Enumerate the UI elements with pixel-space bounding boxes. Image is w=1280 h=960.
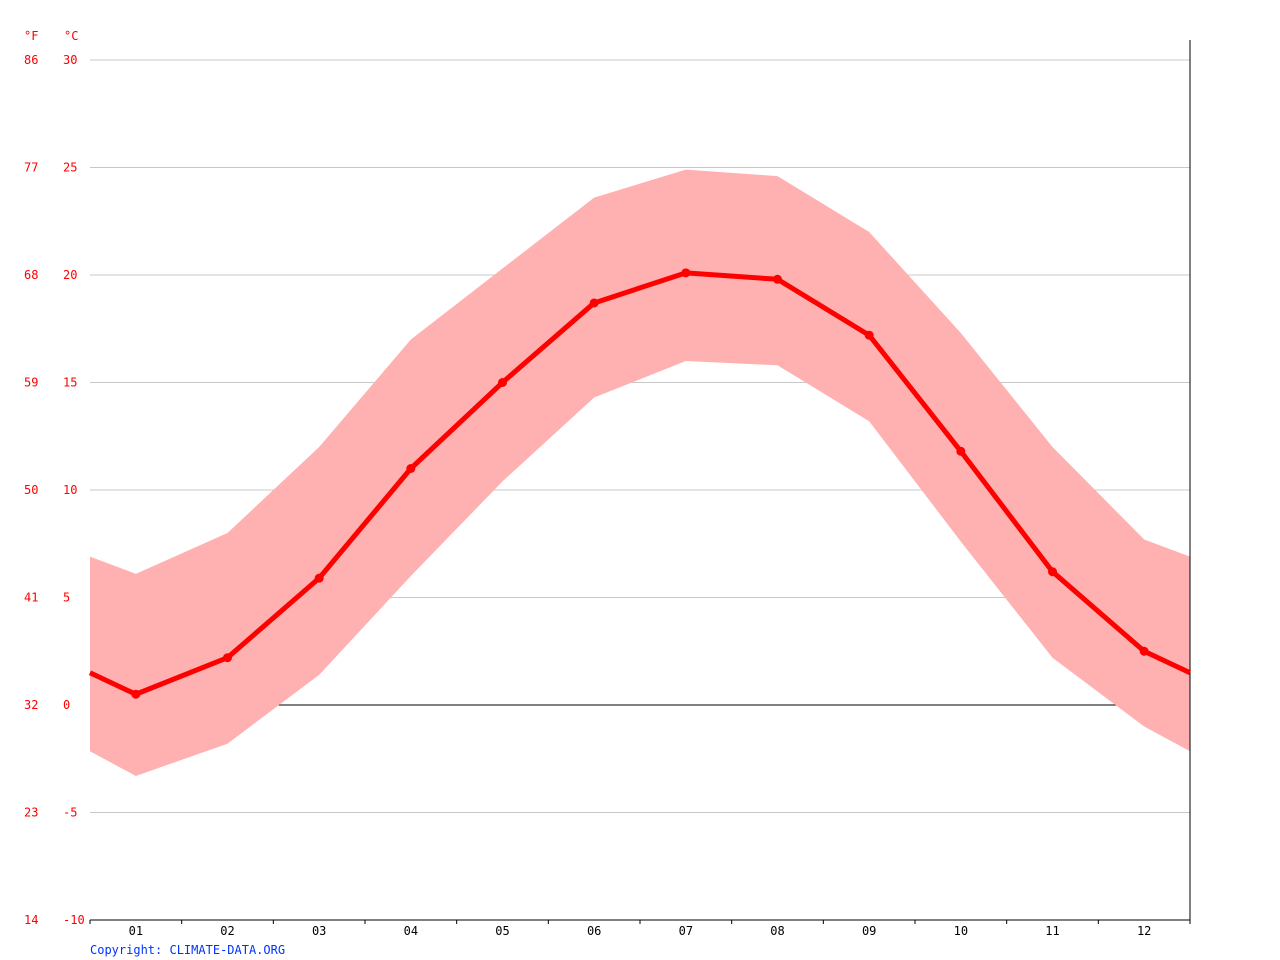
y-tick-celsius: 5: [63, 591, 70, 605]
y-tick-fahrenheit: 86: [24, 53, 38, 67]
avg-point: [223, 653, 232, 663]
y-tick-fahrenheit: 14: [24, 913, 38, 927]
celsius-unit-label: °C: [64, 29, 78, 43]
avg-point: [589, 298, 599, 308]
y-tick-fahrenheit: 59: [24, 376, 38, 390]
y-tick-celsius: 20: [63, 268, 77, 282]
avg-point: [681, 268, 691, 278]
min-max-range-band: [90, 169, 1190, 776]
x-tick-label: 10: [954, 924, 968, 938]
y-tick-fahrenheit: 23: [24, 806, 38, 820]
avg-point: [406, 464, 416, 473]
y-tick-fahrenheit: 32: [24, 698, 38, 712]
copyright-link[interactable]: Copyright: CLIMATE-DATA.ORG: [90, 943, 286, 957]
x-tick-label: 12: [1137, 924, 1151, 938]
fahrenheit-unit-label: °F: [24, 29, 38, 43]
avg-point: [956, 446, 966, 456]
x-tick-label: 11: [1045, 924, 1059, 938]
y-tick-celsius: 10: [63, 483, 77, 497]
x-tick-label: 01: [129, 924, 143, 938]
avg-point: [773, 274, 782, 284]
y-tick-fahrenheit: 77: [24, 161, 38, 175]
x-tick-label: 04: [404, 924, 418, 938]
avg-temperature-line: [88, 270, 1192, 697]
x-tick-label: 02: [220, 924, 234, 938]
x-tick-label: 09: [862, 924, 876, 938]
y-tick-celsius: 0: [63, 698, 70, 712]
y-axis-labels: 86 30 77 25 68 20 59 15 50 10 41 5 32 0 23 -5 14 -10: [24, 53, 85, 927]
y-tick-fahrenheit: 41: [24, 591, 38, 605]
x-tick-label: 05: [495, 924, 509, 938]
avg-point: [498, 378, 507, 387]
avg-point: [864, 330, 874, 340]
y-tick-fahrenheit: 50: [24, 483, 38, 497]
avg-point: [131, 689, 141, 699]
y-tick-celsius: 30: [63, 53, 77, 67]
x-axis-labels: 01 02 03 04 05 06 07 08 09 10 11 12: [129, 924, 1152, 938]
y-tick-celsius: -5: [63, 806, 77, 820]
avg-point: [314, 573, 324, 583]
avg-point: [1139, 646, 1149, 656]
y-tick-celsius: -10: [63, 913, 85, 927]
x-tick-label: 07: [679, 924, 693, 938]
y-tick-celsius: 15: [63, 376, 77, 390]
avg-temperature-points: [131, 268, 1149, 699]
axes: [89, 40, 1191, 924]
avg-point: [1048, 567, 1057, 577]
x-tick-label: 03: [312, 924, 326, 938]
x-tick-label: 08: [770, 924, 784, 938]
y-tick-fahrenheit: 68: [24, 268, 38, 282]
y-tick-celsius: 25: [63, 161, 77, 175]
x-tick-label: 06: [587, 924, 601, 938]
